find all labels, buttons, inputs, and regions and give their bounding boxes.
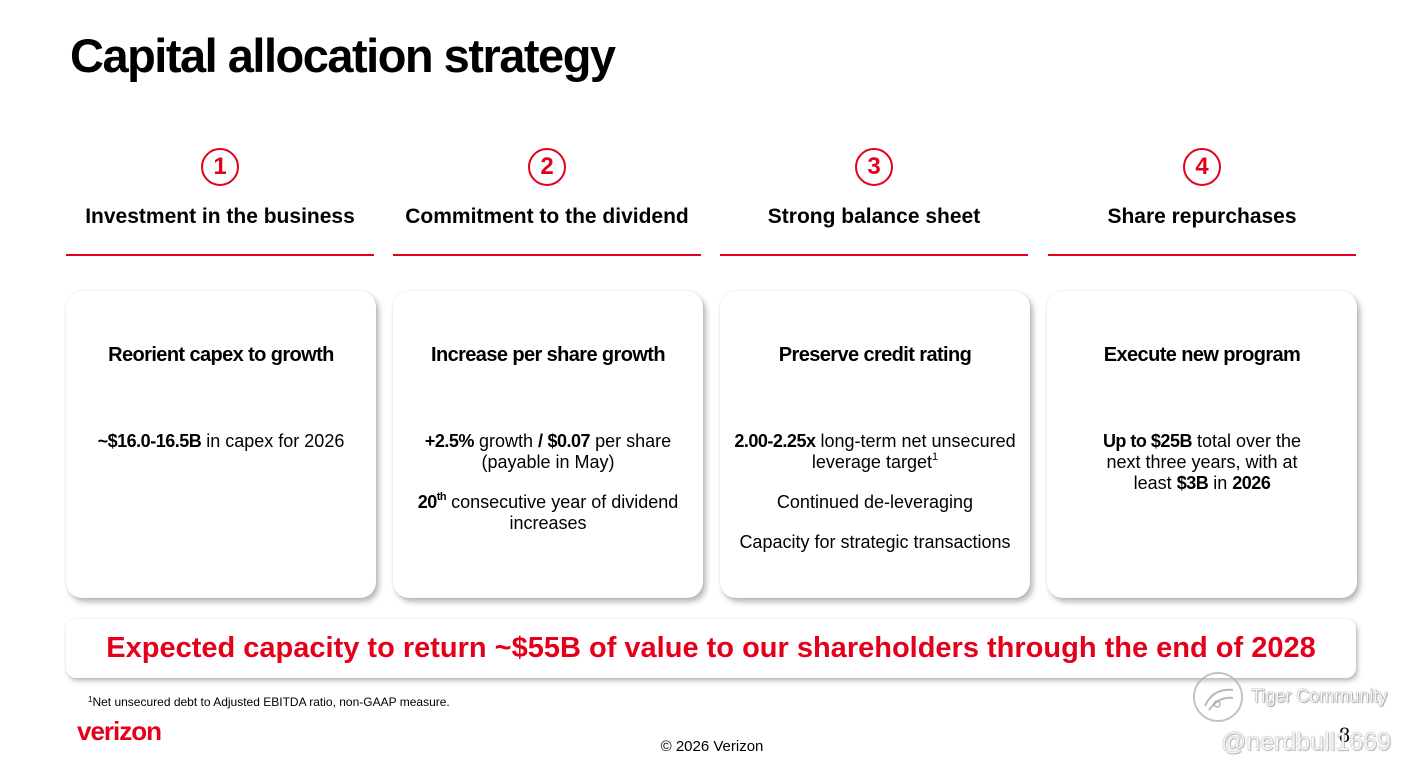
pillar-divider-1 — [66, 254, 374, 256]
capex-text: in capex for 2026 — [206, 431, 345, 451]
repurchase-card: Execute new program Up to $25B total ove… — [1047, 291, 1357, 598]
watermark-handle: @nerdbull1669 — [1221, 728, 1391, 756]
growth-separator: / — [537, 431, 543, 451]
card-heading-repurchase: Execute new program — [1103, 344, 1301, 366]
watermark-brand: Tiger Community — [1251, 686, 1388, 706]
pillar-divider-4 — [1048, 254, 1356, 256]
pillar-title-3: Strong balance sheet — [767, 205, 981, 228]
repurchase-min-amount: $3B — [1176, 473, 1209, 493]
year-count: 20 — [417, 492, 438, 512]
pillar-header-1: 1 Investment in the business — [66, 148, 374, 256]
deleveraging-line: Continued de-leveraging — [776, 492, 974, 512]
leverage-value: 2.00-2.25x — [734, 431, 816, 451]
repurchase-line: Up to $25B total over the next three yea… — [1087, 431, 1317, 494]
page-title: Capital allocation strategy — [70, 29, 616, 82]
page-number: 8 — [1339, 722, 1350, 747]
leverage-line: 2.00-2.25x long-term net unsecured lever… — [728, 431, 1022, 473]
capex-line: ~$16.0-16.5B in capex for 2026 — [74, 431, 368, 452]
footnote-text: Net unsecured debt to Adjusted EBITDA ra… — [92, 695, 450, 709]
growth-word: growth — [478, 431, 533, 451]
pillar-number-2: 2 — [528, 148, 566, 186]
shareholder-return-banner: Expected capacity to return ~$55B of val… — [66, 619, 1356, 678]
pillar-number-4: 4 — [1183, 148, 1221, 186]
per-share-amount: $0.07 — [547, 431, 591, 451]
pillar-title-4: Share repurchases — [1107, 205, 1297, 228]
pillar-divider-3 — [720, 254, 1028, 256]
pillar-number-3: 3 — [855, 148, 893, 186]
tiger-logo-icon — [1193, 672, 1243, 722]
dividend-card: Increase per share growth +2.5% growth /… — [393, 291, 703, 598]
footnote-mark: 1 — [88, 695, 93, 704]
dividend-streak-line: 20th consecutive year of dividend increa… — [401, 492, 695, 534]
repurchase-year: 2026 — [1232, 473, 1271, 493]
leverage-footnote-mark: 1 — [931, 451, 939, 463]
investment-card: Reorient capex to growth ~$16.0-16.5B in… — [66, 291, 376, 598]
year-text: consecutive year of dividend increases — [451, 492, 679, 533]
capacity-line: Capacity for strategic transactions — [739, 532, 1011, 552]
footnote: 1Net unsecured debt to Adjusted EBITDA r… — [88, 695, 450, 709]
card-heading-balance: Preserve credit rating — [778, 344, 972, 366]
repurchase-text: total over the next three years, with at… — [1106, 431, 1302, 493]
year-suffix: th — [436, 491, 447, 503]
leverage-text: long-term net unsecured leverage target — [811, 431, 1016, 472]
copyright: © 2026 Verizon — [660, 738, 764, 755]
card-heading-investment: Reorient capex to growth — [108, 344, 334, 366]
card-heading-dividend: Increase per share growth — [431, 344, 666, 366]
verizon-logo: verizon — [77, 716, 162, 746]
pillar-header-3: 3 Strong balance sheet — [720, 148, 1028, 256]
repurchase-amount: Up to $25B — [1102, 431, 1193, 451]
pillar-title-1: Investment in the business — [85, 205, 355, 228]
per-share-text: per share — [595, 431, 672, 451]
pillar-number-1: 1 — [201, 148, 239, 186]
balance-sheet-card: Preserve credit rating 2.00-2.25x long-t… — [720, 291, 1030, 598]
pillar-divider-2 — [393, 254, 701, 256]
payable-text: (payable in May) — [481, 452, 615, 472]
growth-pct: +2.5% — [424, 431, 475, 451]
pillar-header-2: 2 Commitment to the dividend — [393, 148, 701, 256]
repurchase-in-word: in — [1213, 473, 1228, 493]
capex-value: ~$16.0-16.5B — [97, 431, 202, 451]
dividend-growth-line: +2.5% growth / $0.07 per share (payable … — [401, 431, 695, 473]
pillar-title-2: Commitment to the dividend — [405, 205, 689, 228]
pillar-header-4: 4 Share repurchases — [1048, 148, 1356, 256]
tiger-community-watermark: Tiger Community @nerdbull1669 — [1193, 670, 1413, 770]
